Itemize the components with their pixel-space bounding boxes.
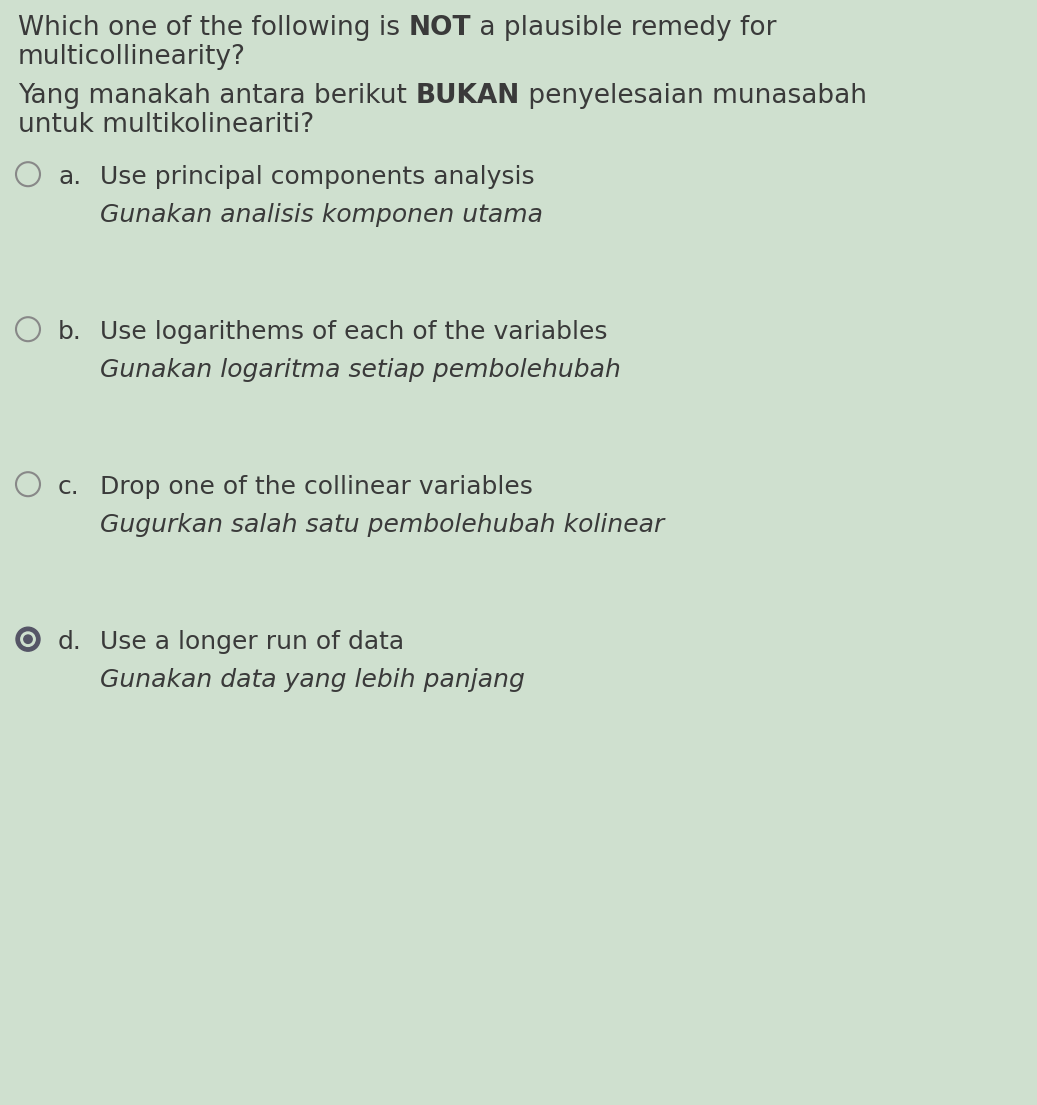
- Text: b.: b.: [58, 320, 82, 344]
- Text: NOT: NOT: [409, 15, 471, 41]
- Text: penyelesaian munasabah: penyelesaian munasabah: [520, 83, 867, 108]
- Text: Yang manakah antara berikut: Yang manakah antara berikut: [18, 83, 415, 108]
- Text: Which one of the following is: Which one of the following is: [18, 15, 409, 41]
- Text: Use principal components analysis: Use principal components analysis: [100, 165, 535, 189]
- Text: Gunakan data yang lebih panjang: Gunakan data yang lebih panjang: [100, 669, 525, 692]
- Text: Gunakan logaritma setiap pembolehubah: Gunakan logaritma setiap pembolehubah: [100, 358, 621, 382]
- Text: Gugurkan salah satu pembolehubah kolinear: Gugurkan salah satu pembolehubah kolinea…: [100, 513, 665, 537]
- Text: BUKAN: BUKAN: [415, 83, 520, 108]
- Text: Drop one of the collinear variables: Drop one of the collinear variables: [100, 475, 533, 499]
- Text: Use logarithems of each of the variables: Use logarithems of each of the variables: [100, 320, 608, 344]
- Text: a plausible remedy for: a plausible remedy for: [471, 15, 777, 41]
- Text: Gunakan analisis komponen utama: Gunakan analisis komponen utama: [100, 203, 543, 228]
- Text: c.: c.: [58, 475, 80, 499]
- Circle shape: [16, 628, 40, 651]
- Text: untuk multikolineariti?: untuk multikolineariti?: [18, 113, 314, 138]
- Text: a.: a.: [58, 165, 81, 189]
- Circle shape: [21, 632, 35, 646]
- Circle shape: [24, 635, 32, 643]
- Text: d.: d.: [58, 630, 82, 654]
- Text: multicollinearity?: multicollinearity?: [18, 44, 246, 71]
- Text: Use a longer run of data: Use a longer run of data: [100, 630, 404, 654]
